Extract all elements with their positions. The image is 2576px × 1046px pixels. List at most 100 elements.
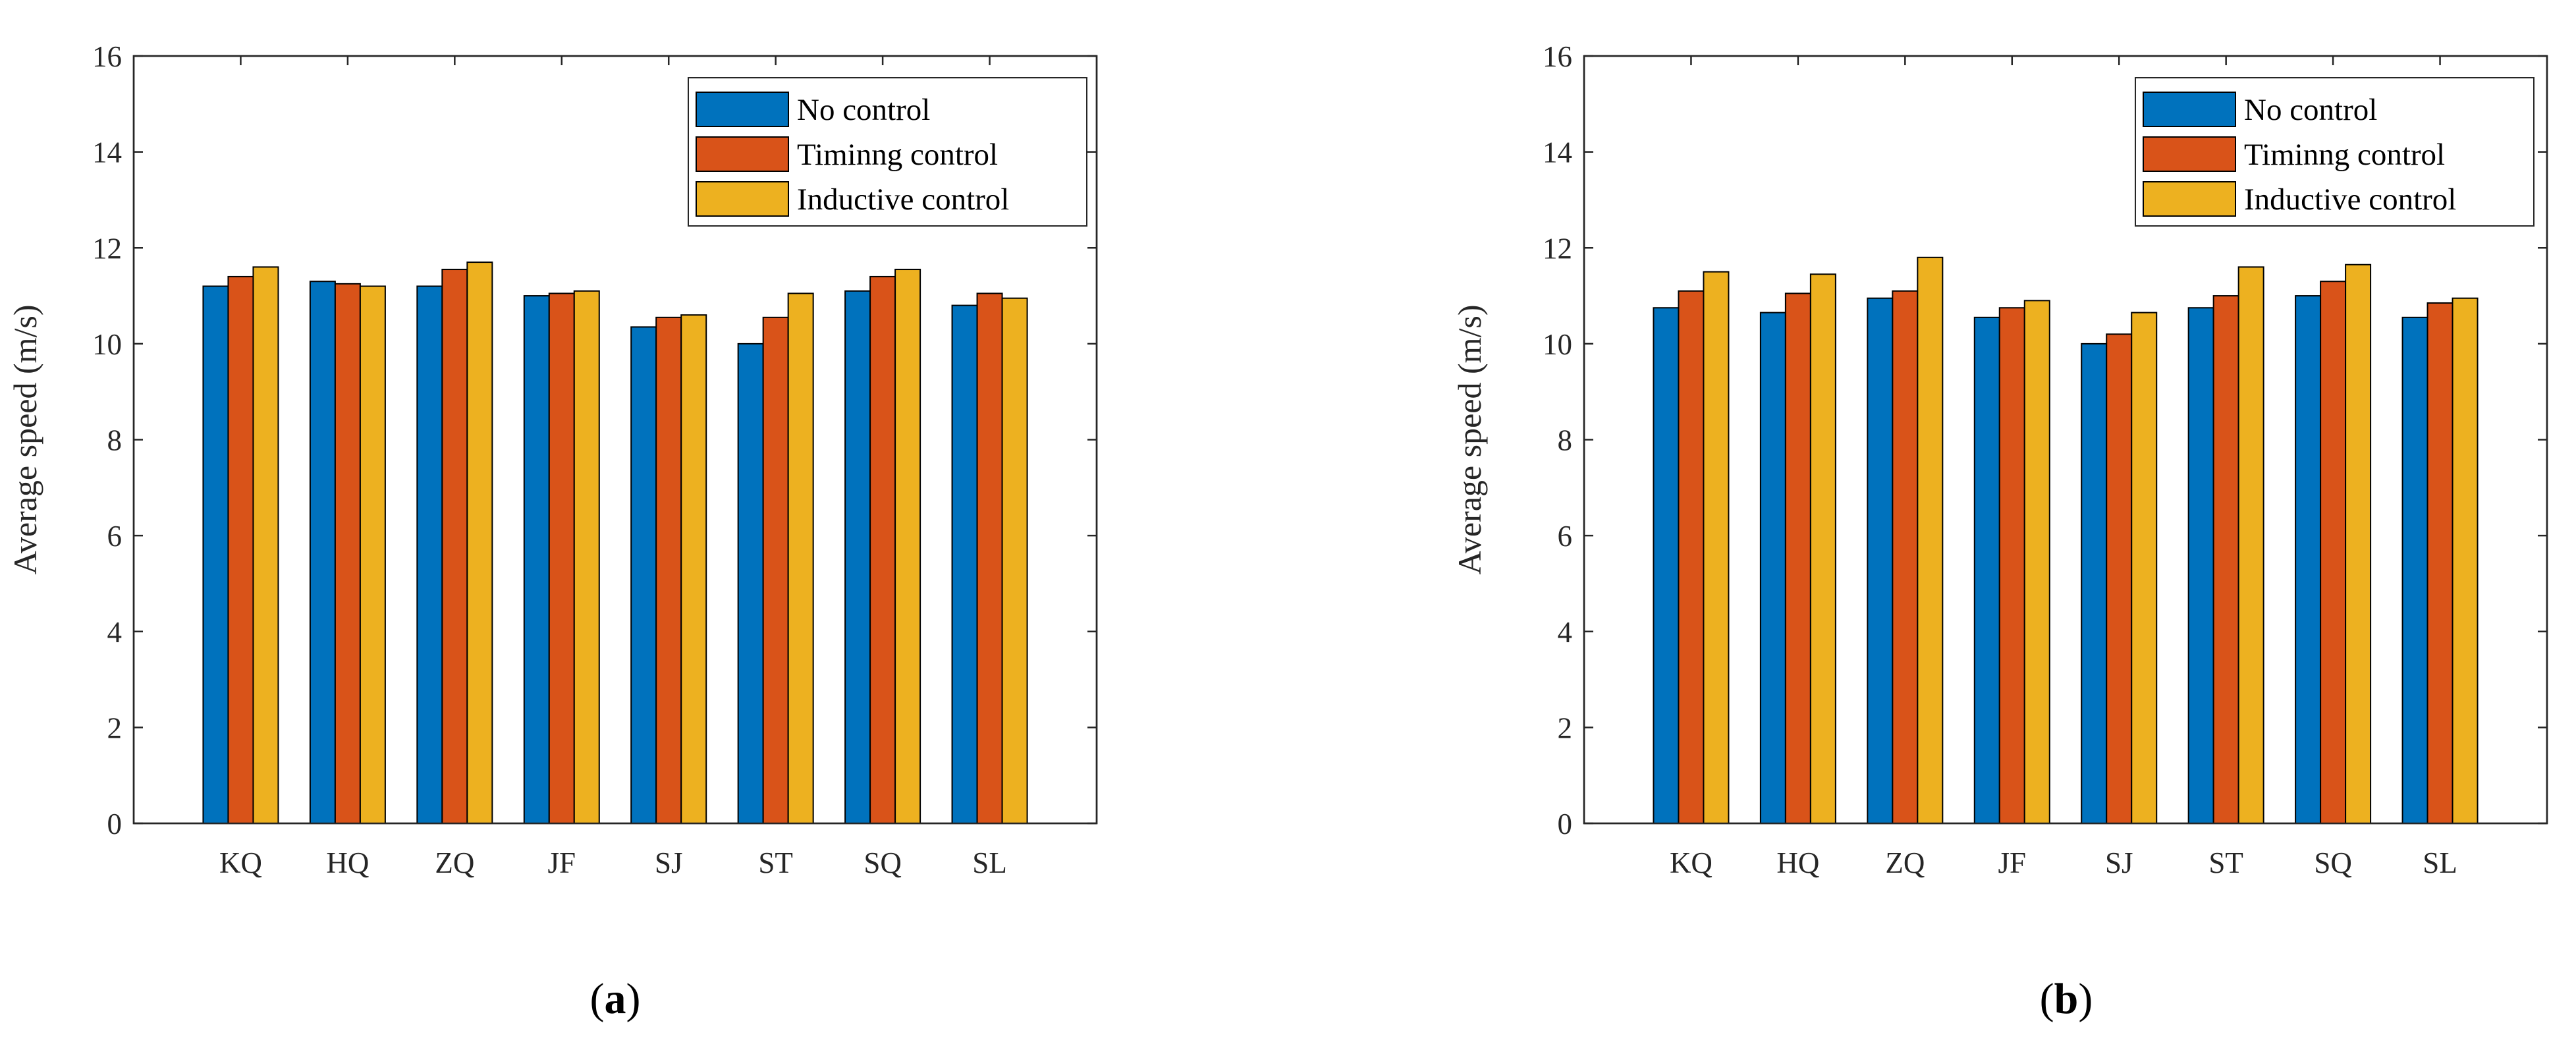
y-tick-label: 14 xyxy=(1543,136,1572,169)
bar-inductive-control-jf xyxy=(2023,300,2050,824)
bar-inductive-control-hq xyxy=(359,285,386,824)
bar-no-control-sj xyxy=(630,326,657,824)
legend-swatch-timinng-control xyxy=(696,136,789,172)
bar-no-control-kq xyxy=(1653,307,1680,824)
bar-timinng-control-hq xyxy=(334,283,361,824)
bar-inductive-control-st xyxy=(787,292,814,824)
legend-swatch-inductive-control xyxy=(696,181,789,217)
bar-no-control-st xyxy=(2187,307,2214,824)
panel-caption: (b) xyxy=(2040,975,2093,1023)
legend-label-no-control: No control xyxy=(797,93,930,127)
y-tick-label: 10 xyxy=(1543,328,1572,361)
y-tick-label: 4 xyxy=(107,616,123,649)
bar-no-control-jf xyxy=(523,295,550,824)
bar-no-control-sq xyxy=(844,290,871,824)
y-tick-label: 14 xyxy=(92,136,122,169)
x-tick-label: SJ xyxy=(655,846,683,879)
legend: No control Timinng control Inductive contr… xyxy=(688,77,1087,227)
bar-timinng-control-jf xyxy=(1998,307,2025,824)
bar-no-control-jf xyxy=(1973,316,2000,824)
bar-timinng-control-sl xyxy=(2426,302,2453,824)
x-tick-label: ZQ xyxy=(1885,846,1925,879)
legend-swatch-timinng-control xyxy=(2143,136,2236,172)
x-tick-label: JF xyxy=(548,846,576,879)
legend-swatch-inductive-control xyxy=(2143,181,2236,217)
y-tick-label: 2 xyxy=(1558,711,1573,744)
x-tick-label: KQ xyxy=(1670,846,1713,879)
bar-inductive-control-sq xyxy=(2345,263,2372,824)
bar-timinng-control-kq xyxy=(227,275,254,824)
bar-timinng-control-st xyxy=(2212,295,2239,824)
y-tick-label: 10 xyxy=(92,328,122,361)
bar-inductive-control-zq xyxy=(1917,256,1944,824)
y-tick-label: 16 xyxy=(1543,40,1572,73)
bar-no-control-hq xyxy=(309,281,336,824)
bar-no-control-kq xyxy=(202,285,229,824)
bar-timinng-control-zq xyxy=(441,269,468,824)
bar-timinng-control-sl xyxy=(976,292,1003,824)
x-tick-label: SQ xyxy=(863,846,902,879)
y-tick-label: 8 xyxy=(107,424,123,457)
bar-inductive-control-zq xyxy=(466,262,493,824)
x-tick-label: ST xyxy=(758,846,793,879)
bar-no-control-zq xyxy=(1867,297,1894,824)
y-axis-title: Average speed (m/s) xyxy=(7,304,43,574)
y-tick-label: 6 xyxy=(107,520,123,553)
bar-timinng-control-jf xyxy=(548,292,575,824)
bar-timinng-control-hq xyxy=(1784,292,1811,824)
x-tick-label: JF xyxy=(1998,846,2027,879)
x-tick-label: HQ xyxy=(326,846,369,879)
bar-no-control-zq xyxy=(416,285,443,824)
legend: No control Timinng control Inductive contr… xyxy=(2135,77,2535,227)
y-tick-label: 0 xyxy=(1558,808,1573,840)
panel-caption: (a) xyxy=(590,975,641,1023)
y-tick-label: 8 xyxy=(1558,424,1573,457)
x-tick-label: SJ xyxy=(2105,846,2133,879)
x-tick-label: HQ xyxy=(1776,846,1819,879)
bar-no-control-st xyxy=(737,343,764,824)
legend-label-inductive-control: Inductive control xyxy=(797,182,1009,217)
x-tick-label: KQ xyxy=(219,846,262,879)
legend-swatch-no-control xyxy=(696,92,789,127)
y-tick-label: 16 xyxy=(92,40,122,73)
bar-inductive-control-st xyxy=(2237,266,2264,824)
y-tick-label: 12 xyxy=(92,232,122,265)
bar-no-control-sj xyxy=(2081,343,2108,824)
chart-panel-b: 0 2 4 6 8 10 12 14 16 KQ HQ ZQ JF SJ ST SQ SL Average spe… xyxy=(1451,40,2548,1023)
y-tick-label: 2 xyxy=(107,711,123,744)
bar-no-control-sq xyxy=(2295,295,2322,824)
bar-inductive-control-sq xyxy=(894,269,921,824)
y-tick-label: 4 xyxy=(1558,616,1573,649)
bar-inductive-control-sl xyxy=(2452,297,2479,824)
bar-inductive-control-sl xyxy=(1001,297,1028,824)
bar-no-control-sl xyxy=(951,304,978,824)
legend-label-timinng-control: Timinng control xyxy=(797,138,998,172)
x-tick-label: ZQ xyxy=(435,846,474,879)
legend-label-timinng-control: Timinng control xyxy=(2244,138,2445,172)
bar-timinng-control-sq xyxy=(2320,281,2347,824)
bar-timinng-control-sj xyxy=(2106,333,2133,824)
legend-swatch-no-control xyxy=(2143,92,2236,127)
bar-inductive-control-sj xyxy=(2131,312,2158,824)
legend-label-no-control: No control xyxy=(2244,93,2377,127)
x-tick-label: ST xyxy=(2208,846,2243,879)
plot-frame xyxy=(1583,55,2548,825)
x-tick-label: SQ xyxy=(2314,846,2352,879)
chart-panel-a: 0 2 4 6 8 10 12 14 16 KQ HQ ZQ JF SJ ST SQ SL Average spe… xyxy=(7,40,1098,1023)
bar-inductive-control-hq xyxy=(1809,273,1836,824)
bar-timinng-control-sj xyxy=(655,316,682,824)
y-axis-title: Average speed (m/s) xyxy=(1451,304,1488,574)
bar-timinng-control-zq xyxy=(1892,290,1919,824)
bar-no-control-sl xyxy=(2401,316,2428,824)
bar-timinng-control-sq xyxy=(869,275,896,824)
bar-timinng-control-st xyxy=(762,316,789,824)
bar-inductive-control-sj xyxy=(680,314,707,824)
x-tick-label: SL xyxy=(972,846,1007,879)
bar-no-control-hq xyxy=(1759,312,1786,824)
bar-inductive-control-kq xyxy=(1703,271,1730,824)
bar-timinng-control-kq xyxy=(1678,290,1705,824)
legend-label-inductive-control: Inductive control xyxy=(2244,182,2456,217)
plot-frame xyxy=(132,55,1098,825)
bar-inductive-control-jf xyxy=(573,290,600,824)
